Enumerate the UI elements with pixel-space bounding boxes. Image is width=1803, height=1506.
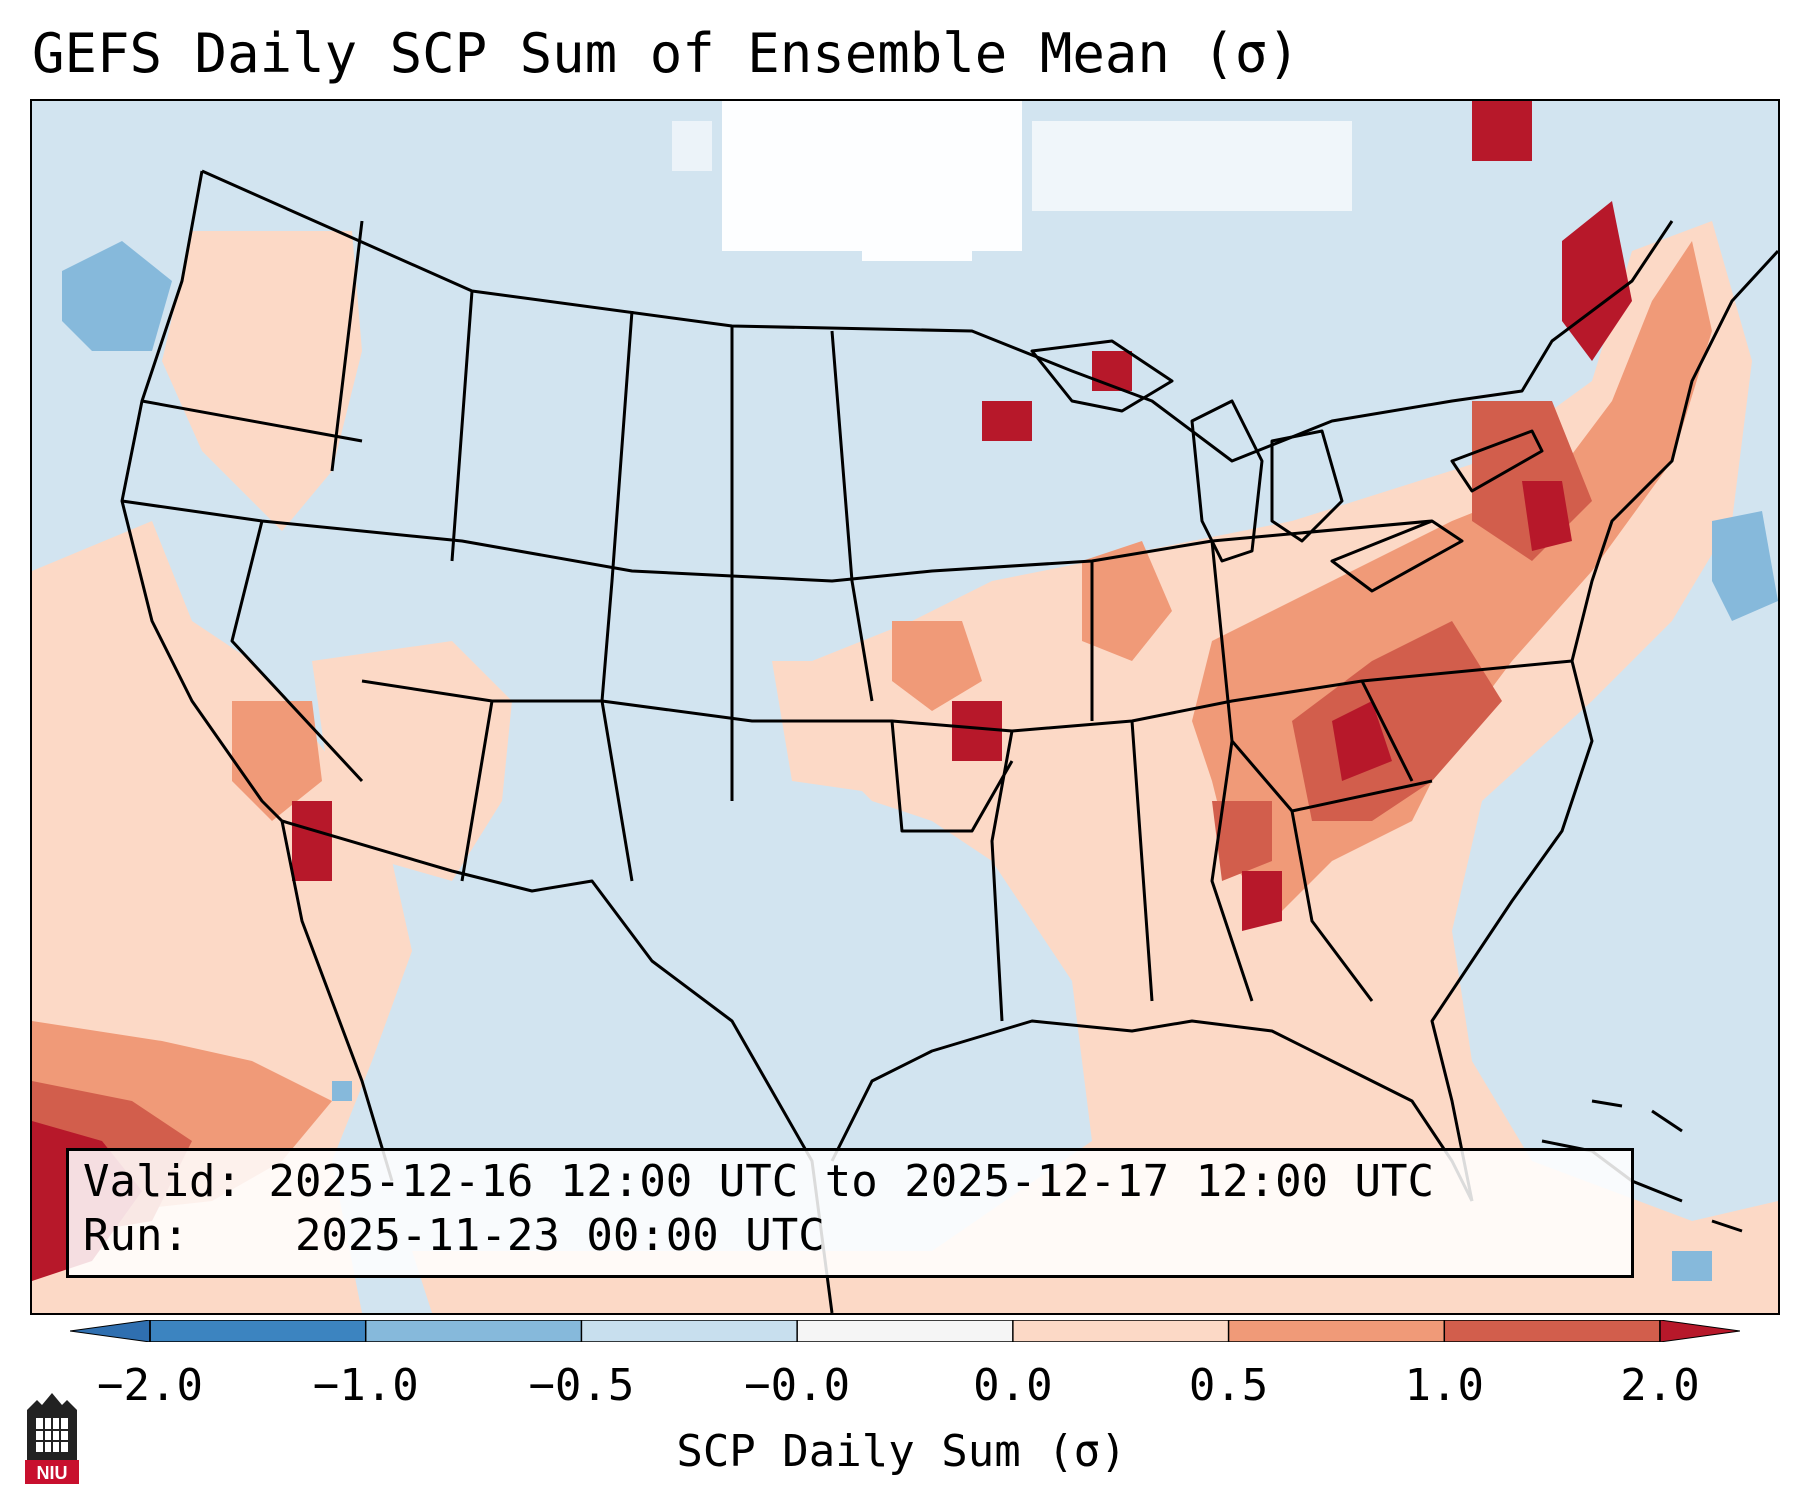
colorbar-tick-label: 0.0 <box>973 1360 1053 1411</box>
colorbar-bin <box>1012 1320 1230 1342</box>
colorbar-tick-label: −0.0 <box>744 1360 851 1411</box>
colorbar-bin <box>797 1320 1014 1342</box>
logo-text: NIU <box>37 1463 68 1483</box>
boundaries <box>120 169 1778 1313</box>
colorbar-bin <box>150 1320 367 1342</box>
niu-logo-icon: NIU <box>25 1393 79 1484</box>
colorbar-tick-label: 1.0 <box>1404 1360 1485 1411</box>
valid-label: Valid: <box>83 1156 242 1207</box>
colorbar <box>70 1320 1740 1342</box>
colorbar-extend-high <box>1659 1320 1740 1342</box>
colorbar-bin <box>1444 1320 1661 1342</box>
colorbar-bins <box>149 1320 1661 1342</box>
colorbar-tick-label: −1.0 <box>312 1360 419 1411</box>
colorbar-bin <box>1228 1320 1445 1342</box>
valid-time: 2025-12-16 12:00 UTC to 2025-12-17 12:00… <box>268 1156 1435 1207</box>
run-time: 2025-11-23 00:00 UTC <box>294 1210 825 1261</box>
run-label: Run: <box>83 1210 189 1261</box>
colorbar-tick-label: −2.0 <box>97 1360 203 1411</box>
colorbar-tick-label: −0.5 <box>528 1360 635 1411</box>
map-panel <box>30 99 1780 1315</box>
chart-title: GEFS Daily SCP Sum of Ensemble Mean (σ) <box>32 22 1300 85</box>
colorbar-bin <box>365 1320 582 1342</box>
colorbar-bin <box>581 1320 798 1342</box>
colorbar-extend-low <box>70 1320 151 1342</box>
colorbar-tick-label: 0.5 <box>1188 1360 1269 1411</box>
valid-run-info-box: Valid: 2025-12-16 12:00 UTC to 2025-12-1… <box>66 1148 1634 1278</box>
colorbar-label: SCP Daily Sum (σ) <box>676 1426 1127 1477</box>
shading-negative <box>62 241 1778 1281</box>
scp-map <box>32 101 1778 1313</box>
colorbar-tick-label: 2.0 <box>1620 1360 1700 1411</box>
